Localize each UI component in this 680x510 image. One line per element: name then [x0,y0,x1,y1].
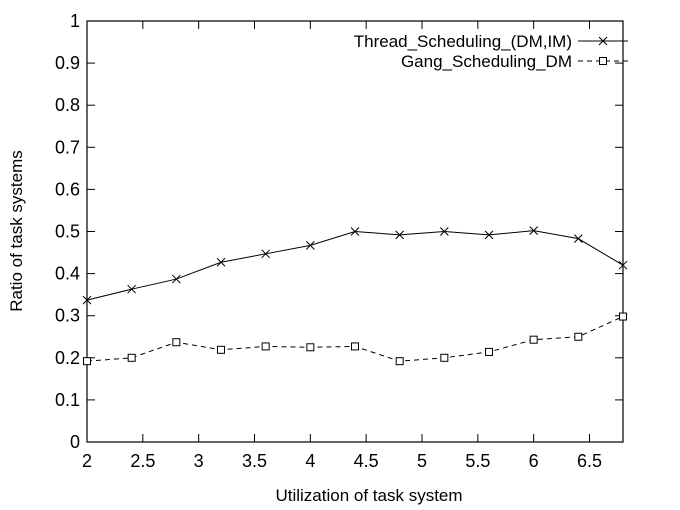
y-tick-label: 0.6 [55,179,80,199]
data-point-square [440,353,449,362]
x-tick-label: 2.5 [130,451,155,471]
y-tick-label: 0.8 [55,95,80,115]
data-point-cross [395,230,405,240]
data-point-cross [82,295,92,305]
x-tick-label: 3 [194,451,204,471]
legend-item: Thread_Scheduling_(DM,IM) [354,32,628,51]
series-line [86,316,624,362]
data-point-square [351,342,359,351]
series-line [86,230,624,301]
data-point-cross [598,36,608,46]
series [82,226,628,366]
y-tick-label: 0.9 [55,53,80,73]
data-point-square [127,353,136,362]
data-point-square [599,57,607,65]
data-point-cross [305,241,315,250]
x-tick-label: 5 [417,451,427,471]
data-point-square [619,312,627,321]
y-tick-label: 0.4 [55,264,80,284]
x-tick-label: 3.5 [242,451,267,471]
data-point-square [172,338,181,347]
data-point-cross [261,249,271,259]
data-point-square [306,343,315,352]
legend-item: Gang_Scheduling_DM [401,52,628,71]
y-tick-label: 0.5 [55,222,80,242]
legend-label: Gang_Scheduling_DM [401,52,572,71]
data-point-cross [529,226,539,236]
data-point-square [261,342,270,351]
x-tick-label: 2 [82,451,92,471]
x-tick-label: 6 [529,451,539,471]
ticks: 0 0.1 0.2 0.3 0.4 0.5 0.6 0.7 0.8 0.9 1 2 2.5 3 3.5 4 4.… [55,11,623,471]
y-tick-label: 0.7 [55,137,80,157]
data-point-cross [350,227,360,236]
series-gang-scheduling [83,312,627,366]
x-tick-label: 6.5 [577,451,602,471]
x-axis-label: Utilization of task system [275,486,462,505]
y-tick-label: 0.3 [55,306,80,326]
y-tick-label: 0.2 [55,348,80,368]
data-point-cross [439,227,449,236]
y-tick-label: 0 [70,432,80,452]
x-tick-label: 4.5 [354,451,379,471]
data-point-square [217,345,225,354]
data-point-square [529,335,538,344]
x-tick-label: 5.5 [465,451,490,471]
data-point-square [83,357,91,366]
data-point-cross [127,284,137,294]
data-point-square [395,357,404,366]
y-axis-label: Ratio of task systems [7,150,26,312]
series-thread-scheduling [82,226,628,305]
y-tick-label: 0.1 [55,390,80,410]
data-point-square [485,347,493,356]
data-point-cross [484,230,494,240]
data-point-square [574,332,583,341]
data-point-cross [171,274,181,284]
x-tick-label: 4 [305,451,315,471]
legend: Thread_Scheduling_(DM,IM)Gang_Scheduling… [354,32,628,71]
y-tick-label: 1 [70,11,80,31]
data-point-cross [573,234,583,244]
legend-label: Thread_Scheduling_(DM,IM) [354,32,572,51]
data-point-cross [618,260,628,270]
data-point-cross [216,257,226,267]
